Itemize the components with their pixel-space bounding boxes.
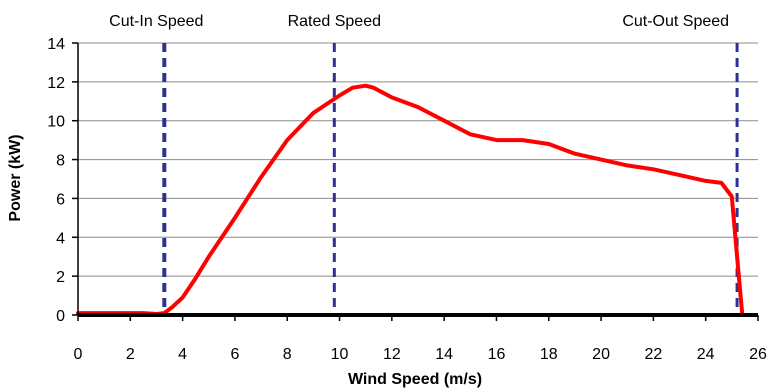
x-tick-label: 18 — [540, 346, 558, 363]
x-tick-label: 2 — [126, 346, 135, 363]
series-layer — [76, 83, 745, 317]
x-tick-label: 24 — [697, 346, 715, 363]
x-axis-title: Wind Speed (m/s) — [348, 371, 482, 388]
y-tick-label: 14 — [47, 36, 65, 53]
x-tick-label: 8 — [283, 346, 292, 363]
x-tick-label: 22 — [644, 346, 662, 363]
y-axis-title: Power (kW) — [7, 134, 24, 221]
x-tick-labels: 0 2 4 6 8 10 12 14 16 18 20 22 24 26 — [74, 346, 767, 363]
reference-lines — [162, 43, 739, 315]
x-tick-label: 12 — [383, 346, 401, 363]
x-tick-label: 16 — [488, 346, 506, 363]
axes — [72, 42, 759, 321]
y-tick-label: 8 — [56, 153, 65, 170]
y-tick-label: 4 — [56, 230, 65, 247]
reference-label: Rated Speed — [288, 13, 381, 30]
y-tick-labels: 0 2 4 6 8 10 12 14 — [47, 36, 65, 325]
x-tick-label: 14 — [435, 346, 453, 363]
series-line — [76, 83, 745, 317]
y-tick-label: 2 — [56, 269, 65, 286]
reference-label: Cut-Out Speed — [622, 13, 729, 30]
x-tick-label: 26 — [749, 346, 767, 363]
y-tick-label: 0 — [56, 308, 65, 325]
x-tick-label: 6 — [230, 346, 239, 363]
x-tick-label: 0 — [74, 346, 83, 363]
x-tick-label: 4 — [178, 346, 187, 363]
y-tick-label: 10 — [47, 114, 65, 131]
gridlines — [78, 42, 758, 277]
y-tick-label: 12 — [47, 75, 65, 92]
y-tick-label: 6 — [56, 191, 65, 208]
reference-label: Cut-In Speed — [109, 13, 203, 30]
reference-labels: Cut-In Speed Rated Speed Cut-Out Speed — [109, 13, 729, 30]
x-tick-label: 10 — [331, 346, 349, 363]
x-tick-label: 20 — [592, 346, 610, 363]
